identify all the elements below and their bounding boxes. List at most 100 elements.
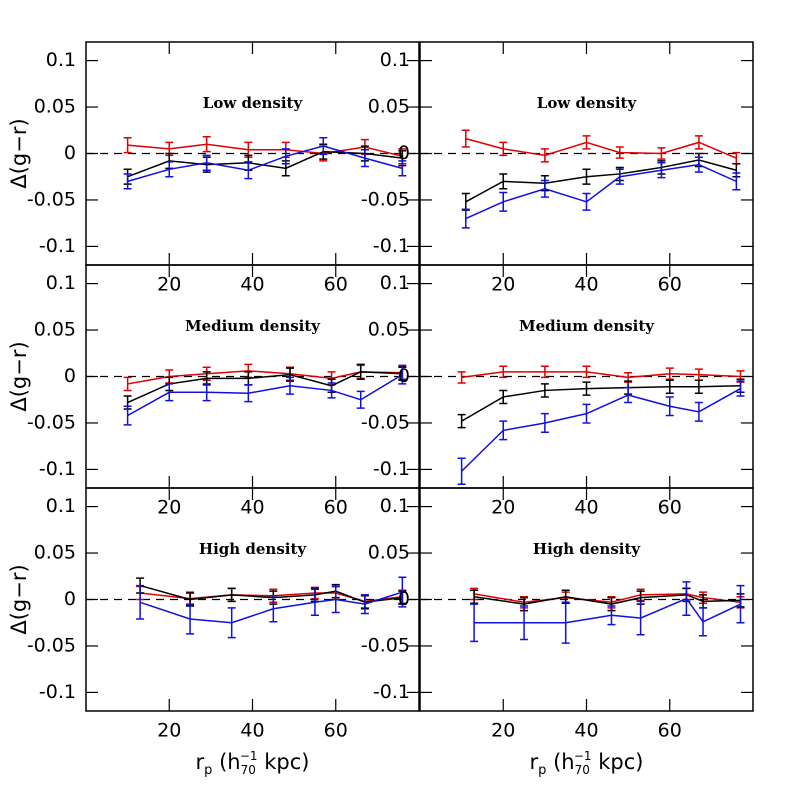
error-bar: [499, 365, 508, 379]
error-bar: [636, 600, 645, 636]
panel-title: Medium density: [519, 317, 655, 335]
error-bar: [470, 589, 479, 604]
series-line: [474, 594, 741, 605]
x-tick-label: 20: [491, 274, 515, 296]
x-tick-label: 40: [240, 497, 264, 519]
error-bar: [582, 168, 591, 185]
error-bar: [615, 146, 624, 159]
error-bar: [244, 161, 253, 180]
error-bar: [457, 413, 466, 429]
x-tick-label: 40: [240, 274, 264, 296]
series-line: [127, 143, 403, 158]
error-bar: [327, 382, 336, 399]
y-tick-label: -0.05: [361, 634, 410, 656]
x-tick-label: 60: [658, 497, 682, 519]
series-line: [473, 593, 741, 604]
y-tick-label: -0.1: [39, 681, 76, 703]
error-bar: [624, 386, 633, 404]
error-bar: [202, 154, 211, 171]
error-bar: [165, 161, 174, 178]
x-axis-label-part: 70: [575, 763, 590, 777]
error-bar: [165, 383, 174, 402]
y-tick-label: -0.1: [373, 458, 410, 480]
error-bar: [186, 603, 195, 635]
x-tick-label: 40: [240, 720, 264, 742]
x-axis-label: rp (h70−1 kpc): [530, 749, 644, 778]
error-bar: [398, 576, 407, 608]
error-bar: [398, 160, 407, 177]
y-tick-label: 0.1: [46, 272, 76, 294]
x-axis-label-part: kpc): [592, 750, 644, 774]
error-bar: [665, 379, 674, 394]
error-bar: [607, 605, 616, 626]
panel: Medium density: [419, 264, 754, 489]
error-bar: [285, 376, 294, 395]
series-line: [127, 373, 403, 417]
y-tick-label: 0.05: [368, 96, 410, 118]
error-bar: [123, 376, 132, 392]
x-tick-label: 20: [491, 720, 515, 742]
x-tick-label: 20: [157, 720, 181, 742]
error-bar: [582, 403, 591, 424]
x-axis-label-part: −1: [240, 749, 258, 763]
series-line: [461, 371, 741, 379]
error-bar: [202, 136, 211, 153]
error-bar: [310, 588, 319, 617]
panel-title: High density: [199, 540, 307, 558]
x-axis-label-part: (h: [212, 750, 240, 774]
x-axis-label: rp (h70−1 kpc): [196, 749, 310, 778]
error-bar: [540, 365, 549, 379]
x-tick-label: 20: [157, 274, 181, 296]
error-bar: [694, 379, 703, 394]
error-bar: [732, 172, 741, 191]
x-axis-label-part: kpc): [258, 750, 310, 774]
error-bar: [227, 587, 236, 603]
error-bar: [615, 168, 624, 185]
error-bar: [227, 607, 236, 639]
error-bar: [360, 594, 369, 615]
error-bar: [736, 584, 745, 624]
panel-title: High density: [533, 540, 641, 558]
y-tick-label: -0.1: [373, 681, 410, 703]
error-bar: [202, 383, 211, 402]
x-tick-label: 40: [574, 497, 598, 519]
y-tick-label: 0.05: [368, 319, 410, 341]
series-line: [461, 385, 741, 422]
error-bar: [499, 191, 508, 212]
y-tick-label: 0: [64, 588, 76, 610]
y-tick-label: -0.1: [39, 235, 76, 257]
panel: Medium density Δ(g−r): [7, 264, 420, 489]
error-bar: [540, 179, 549, 198]
error-bar: [136, 584, 145, 620]
panel-title: Medium density: [185, 317, 321, 335]
y-tick-label: -0.05: [27, 634, 76, 656]
error-bar: [123, 405, 132, 426]
y-tick-label: 0.05: [368, 542, 410, 564]
y-tick-label: 0: [398, 588, 410, 610]
error-bar: [582, 381, 591, 396]
y-tick-label: -0.05: [27, 188, 76, 210]
panel-title: Low density: [537, 94, 638, 112]
y-tick-label: 0.05: [34, 319, 76, 341]
x-axis-label-part: −1: [574, 749, 592, 763]
y-tick-label: 0: [64, 365, 76, 387]
error-bar: [461, 208, 470, 229]
y-tick-label: 0: [398, 365, 410, 387]
panel: Low density: [419, 41, 754, 266]
y-axis-label: Δ(g−r): [7, 341, 31, 411]
error-bar: [665, 367, 674, 381]
error-bar: [461, 192, 470, 211]
series-line: [139, 591, 403, 624]
y-tick-label: -0.05: [361, 411, 410, 433]
error-bar: [582, 135, 591, 150]
error-bar: [499, 420, 508, 441]
y-tick-label: -0.1: [39, 458, 76, 480]
error-bar: [540, 383, 549, 398]
x-axis-label-part: (h: [546, 750, 574, 774]
y-tick-label: -0.05: [27, 411, 76, 433]
error-bar: [499, 389, 508, 405]
x-tick-label: 40: [574, 274, 598, 296]
error-bar: [540, 412, 549, 433]
error-bar: [657, 162, 666, 179]
